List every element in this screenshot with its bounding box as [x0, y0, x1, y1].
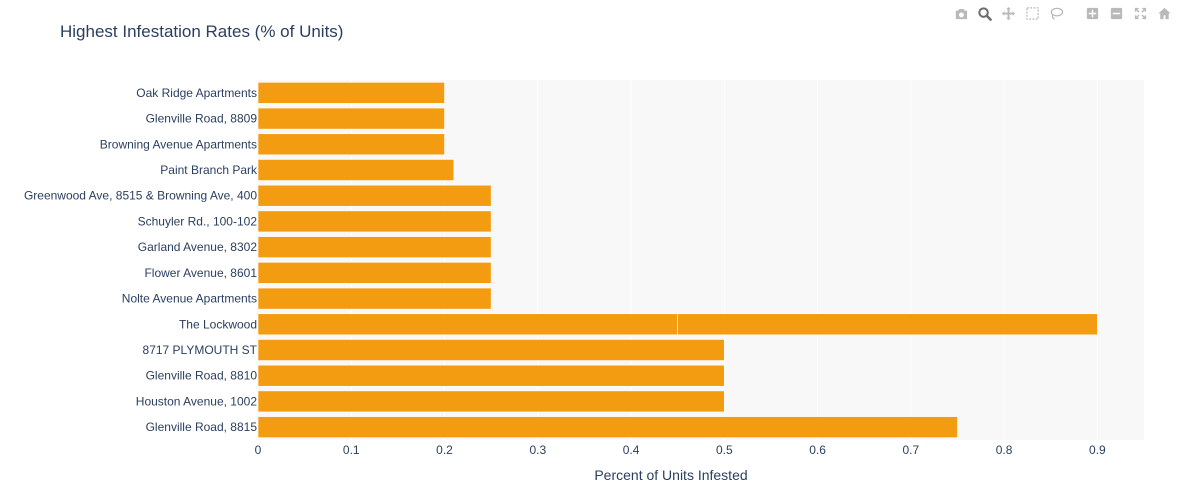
- bar[interactable]: [677, 313, 1098, 336]
- y-tick-label: Nolte Avenue Apartments: [122, 292, 257, 306]
- bar[interactable]: [257, 390, 725, 413]
- lasso-select-icon[interactable]: [1044, 4, 1068, 22]
- x-axis-title: Percent of Units Infested: [594, 467, 747, 483]
- x-tick-label: 0.1: [343, 443, 360, 457]
- y-tick-label: Garland Avenue, 8302: [138, 240, 258, 254]
- bar[interactable]: [257, 210, 492, 233]
- y-tick-label: 8717 PLYMOUTH ST: [143, 343, 258, 357]
- bar[interactable]: [257, 159, 455, 181]
- x-tick-label: 0.3: [529, 443, 546, 457]
- y-tick-label: Schuyler Rd., 100-102: [138, 214, 258, 228]
- bar[interactable]: [257, 107, 445, 130]
- reset-axes-icon[interactable]: [1152, 4, 1176, 22]
- zoom-out-icon[interactable]: [1104, 4, 1128, 22]
- autoscale-icon[interactable]: [1128, 4, 1152, 22]
- bar[interactable]: [257, 82, 445, 104]
- x-tick-label: 0: [255, 443, 262, 457]
- zoom-icon[interactable]: [972, 4, 996, 22]
- box-select-icon[interactable]: [1020, 4, 1044, 22]
- y-tick-label: Browning Avenue Apartments: [100, 137, 257, 151]
- modebar: [948, 4, 1176, 22]
- y-tick-label: Glenville Road, 8815: [146, 420, 258, 434]
- bar[interactable]: [257, 287, 492, 310]
- bar[interactable]: [257, 416, 958, 438]
- x-tick-label: 0.7: [902, 443, 919, 457]
- x-tick-labels: 0 0.1 0.2 0.3 0.4 0.5 0.6 0.7 0.8 0.9: [255, 443, 1106, 457]
- zoom-in-icon[interactable]: [1080, 4, 1104, 22]
- y-tick-label: Glenville Road, 8810: [146, 369, 258, 383]
- x-tick-label: 0.8: [996, 443, 1013, 457]
- chart-title: Highest Infestation Rates (% of Units): [60, 22, 344, 41]
- bar[interactable]: [257, 236, 492, 258]
- x-tick-label: 0.6: [809, 443, 826, 457]
- x-tick-label: 0.9: [1089, 443, 1106, 457]
- y-tick-label: Glenville Road, 8809: [146, 112, 258, 126]
- bar[interactable]: [257, 313, 678, 336]
- y-tick-label: The Lockwood: [179, 317, 257, 331]
- camera-icon[interactable]: [948, 4, 972, 22]
- x-tick-label: 0.4: [623, 443, 640, 457]
- y-tick-labels: Oak Ridge Apartments Glenville Road, 8809…: [24, 86, 258, 434]
- bar[interactable]: [257, 262, 492, 284]
- bar[interactable]: [257, 133, 445, 156]
- bar[interactable]: [257, 339, 725, 361]
- y-tick-label: Oak Ridge Apartments: [136, 86, 257, 100]
- y-tick-label: Paint Branch Park: [160, 163, 258, 177]
- pan-icon[interactable]: [996, 4, 1020, 22]
- x-tick-label: 0.5: [716, 443, 733, 457]
- x-tick-label: 0.2: [436, 443, 453, 457]
- y-tick-label: Houston Avenue, 1002: [136, 394, 258, 408]
- bar[interactable]: [257, 184, 492, 207]
- bar[interactable]: [257, 364, 725, 387]
- y-tick-label: Greenwood Ave, 8515 & Browning Ave, 400: [24, 189, 257, 203]
- bars: [257, 82, 1098, 438]
- y-tick-label: Flower Avenue, 8601: [144, 266, 257, 280]
